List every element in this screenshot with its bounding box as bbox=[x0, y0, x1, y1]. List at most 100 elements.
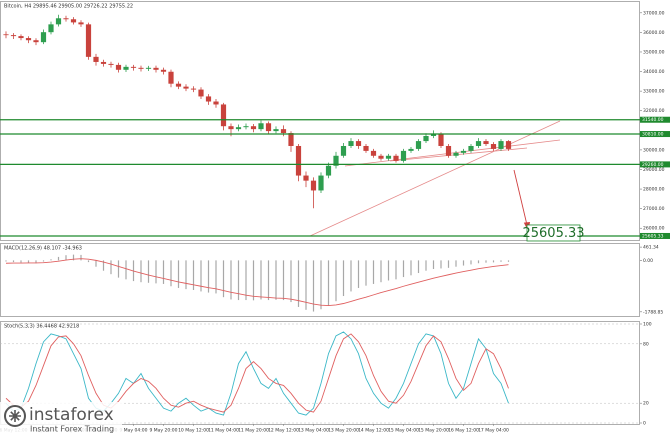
y-tick-label: 29000.00 bbox=[643, 167, 665, 173]
x-tick-label: 15 May 04:00 bbox=[388, 428, 419, 434]
macd-bar bbox=[192, 260, 195, 290]
macd-bar bbox=[110, 260, 112, 275]
macd-bar bbox=[35, 260, 37, 264]
level-tag bbox=[640, 131, 670, 138]
watermark: instaforex Instant Forex Trading bbox=[0, 402, 122, 435]
macd-bar bbox=[387, 260, 390, 281]
macd-bar bbox=[312, 260, 315, 312]
candle-body bbox=[430, 134, 437, 136]
macd-bar bbox=[470, 260, 472, 265]
candle-body bbox=[273, 129, 279, 132]
y-tick-label: 33000.00 bbox=[643, 89, 665, 95]
macd-bar bbox=[350, 260, 352, 292]
candle-body bbox=[295, 145, 302, 176]
macd-bar bbox=[275, 260, 277, 300]
y-tick-label: 32000.00 bbox=[643, 108, 665, 114]
candle-body bbox=[483, 141, 489, 145]
y-tick-label: 0 bbox=[643, 421, 646, 427]
candle-body bbox=[25, 38, 32, 41]
macd-bar bbox=[177, 260, 180, 288]
macd-bar bbox=[102, 260, 105, 271]
macd-bar bbox=[140, 260, 142, 283]
candle-body bbox=[33, 40, 39, 43]
macd-bar bbox=[147, 260, 150, 283]
x-tick-label: 11 May 20:00 bbox=[238, 428, 269, 434]
macd-bar bbox=[335, 260, 337, 302]
candle-body bbox=[445, 145, 452, 156]
macd-bar bbox=[477, 260, 480, 264]
macd-bar bbox=[42, 260, 45, 262]
target-box bbox=[526, 224, 581, 242]
candle-body bbox=[280, 129, 287, 134]
candle-body bbox=[475, 141, 482, 146]
x-tick-label: 16 May 12:00 bbox=[448, 428, 479, 434]
macd-bar bbox=[290, 260, 292, 303]
macd-bar bbox=[72, 254, 75, 261]
candle-body bbox=[378, 155, 384, 159]
y-tick-label: 20 bbox=[643, 401, 649, 407]
candle-body bbox=[498, 141, 504, 149]
macd-bar bbox=[417, 260, 420, 274]
candle-body bbox=[393, 155, 399, 161]
macd-bar bbox=[5, 260, 7, 262]
level-tag-label: 31540.00 bbox=[642, 117, 664, 123]
y-tick-label: 26000.00 bbox=[643, 226, 665, 232]
candle-body bbox=[265, 123, 272, 132]
y-tick-label: 27000.00 bbox=[643, 206, 665, 212]
price-title: Bitcoin, H4 29895.46 29905.00 29726.22 2… bbox=[4, 4, 133, 10]
y-tick-label: 28000.00 bbox=[643, 187, 665, 193]
candle-body bbox=[363, 145, 369, 151]
macd-bar bbox=[507, 260, 510, 262]
candle-body bbox=[190, 88, 197, 90]
series-line bbox=[5, 333, 509, 413]
candle-body bbox=[130, 66, 137, 68]
y-tick-label: 100 bbox=[643, 322, 652, 328]
candle-body bbox=[453, 152, 459, 156]
brand: instaforex bbox=[29, 405, 114, 425]
y-tick-label: 34000.00 bbox=[643, 69, 665, 75]
candle-body bbox=[198, 89, 204, 97]
candle-body bbox=[460, 150, 467, 153]
candle-body bbox=[48, 24, 54, 33]
macd-bar bbox=[230, 260, 232, 300]
macd-bar bbox=[297, 260, 300, 307]
stoch-title: Stoch(5,3,3) 36.4468 42.9218 bbox=[4, 324, 79, 330]
candle-body bbox=[468, 145, 474, 151]
level-tag bbox=[640, 161, 670, 168]
x-tick-label: 15 May 20:00 bbox=[418, 428, 449, 434]
candle-body bbox=[250, 126, 257, 130]
macd-title: MACD(12,26,9) 48.107 -34.963 bbox=[4, 246, 82, 252]
macd-bar bbox=[365, 260, 367, 286]
arrow-shaft bbox=[513, 169, 528, 226]
macd-bar bbox=[485, 260, 487, 263]
y-tick-label: 36000.00 bbox=[643, 30, 665, 36]
series-line bbox=[5, 258, 509, 306]
candle-body bbox=[348, 141, 354, 146]
x-tick-label: 10 May 12:00 bbox=[178, 428, 209, 434]
price-panel bbox=[0, 1, 640, 241]
level-tag-label: 25605.33 bbox=[642, 233, 664, 239]
candle-body bbox=[183, 86, 189, 89]
macd-bar bbox=[455, 260, 457, 267]
candle-body bbox=[175, 83, 182, 87]
macd-bar bbox=[27, 260, 30, 263]
y-tick-label: 35000.00 bbox=[643, 49, 665, 55]
y-tick-label: 80 bbox=[643, 341, 649, 347]
candle-body bbox=[505, 141, 512, 149]
macd-bar bbox=[395, 260, 397, 280]
candle-body bbox=[63, 18, 69, 20]
candle-body bbox=[415, 141, 422, 149]
macd-bar bbox=[327, 260, 330, 306]
macd-bar bbox=[342, 260, 345, 297]
candle-body bbox=[168, 71, 174, 84]
candle-body bbox=[490, 144, 497, 149]
macd-bar bbox=[410, 260, 412, 276]
candle-body bbox=[333, 155, 339, 166]
level-tag-label: 29260.00 bbox=[642, 162, 664, 168]
macd-bar bbox=[237, 260, 240, 301]
macd-bar bbox=[200, 260, 202, 292]
level-tag bbox=[640, 116, 670, 123]
macd-bar bbox=[357, 260, 360, 288]
